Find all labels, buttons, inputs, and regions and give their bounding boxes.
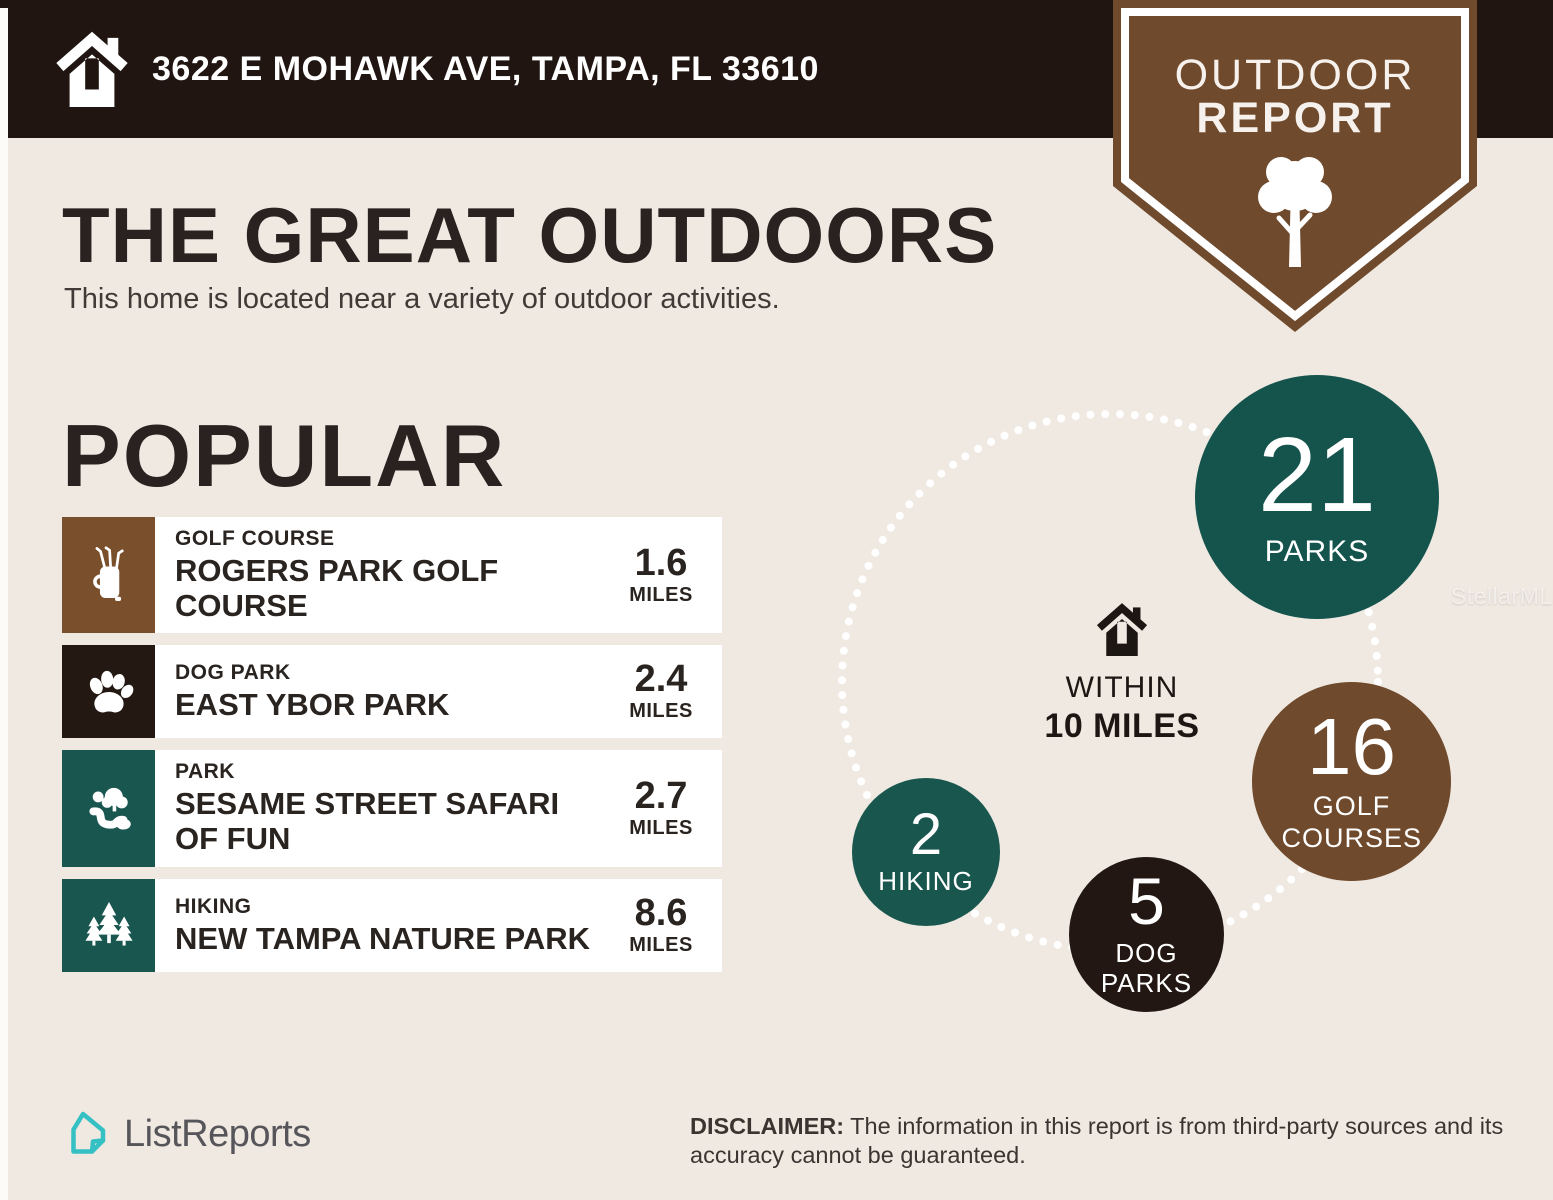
poi-category: DOG PARK [175,661,291,685]
house-pin-icon [71,1111,106,1154]
home-icon [1096,603,1148,656]
disclaimer-text: The information in this report is from t… [690,1113,1504,1168]
distance-unit: MILES [629,583,693,606]
popular-list: GOLF COURSE ROGERS PARK GOLF COURSE 1.6 … [62,517,722,984]
bubble-golf-courses: 16 GOLF COURSES [1252,682,1451,881]
distance-value: 2.7 [634,775,688,818]
bubble-label: GOLF COURSES [1281,790,1423,853]
golf-bag-icon [62,517,155,634]
list-item-park: PARK SESAME STREET SAFARI OF FUN 2.7 MIL… [62,750,722,867]
page-subtitle: This home is located near a variety of o… [64,283,780,315]
poi-distance: 2.4 MILES [610,660,722,723]
bubble-value: 16 [1307,701,1396,791]
outdoor-report-badge: OUTDOOR REPORT [1113,0,1477,332]
list-item-body: PARK SESAME STREET SAFARI OF FUN 2.7 MIL… [155,750,722,867]
poi-category: HIKING [175,894,252,918]
radius-dotted-ring [838,410,1382,954]
property-address: 3622 E MOHAWK AVE, TAMPA, FL 33610 [152,49,819,88]
poi-distance: 1.6 MILES [610,544,722,607]
distance-unit: MILES [629,700,693,723]
poi-distance: 8.6 MILES [610,894,722,957]
poi-name: EAST YBOR PARK [175,687,450,723]
poi-category: GOLF COURSE [175,527,335,550]
list-item-body: GOLF COURSE ROGERS PARK GOLF COURSE 1.6 … [155,517,722,634]
poi-name: SESAME STREET SAFARI OF FUN [175,786,560,857]
listreports-logo: ListReports [62,1110,311,1158]
poi-distance: 2.7 MILES [610,777,722,840]
distance-unit: MILES [629,933,693,956]
badge-inner-border [1121,8,1469,322]
distance-value: 1.6 [634,541,688,584]
tree-icon [1258,157,1332,267]
bubble-value: 2 [909,802,943,868]
bubble-parks: 21 PARKS [1195,375,1439,619]
mls-watermark: StellarMLS [1451,583,1553,609]
distance-value: 2.4 [634,658,688,701]
list-item-body: DOG PARK EAST YBOR PARK 2.4 MILES [155,645,722,739]
badge-title-line1: OUTDOOR [1175,51,1416,99]
radius-center: WITHIN 10 MILES [1020,602,1224,746]
badge-title-line2: REPORT [1196,94,1393,142]
popular-heading: POPULAR [62,406,507,505]
bubble-value: 21 [1258,415,1376,534]
brand-name: ListReports [124,1112,311,1155]
bubble-hiking: 2 HIKING [852,778,1000,926]
distance-unit: MILES [629,817,693,840]
page-title: THE GREAT OUTDOORS [62,191,998,279]
list-item-dog-park: DOG PARK EAST YBOR PARK 2.4 MILES [62,645,722,739]
pine-trees-icon [62,878,155,972]
park-path-icon [62,750,155,867]
bubble-dog-parks: 5 DOG PARKS [1069,857,1224,1012]
poi-name: ROGERS PARK GOLF COURSE [175,553,499,623]
radius-label: 10 MILES [1044,707,1200,745]
within-label: WITHIN [1065,671,1179,704]
disclaimer-label: DISCLAIMER: [690,1113,845,1139]
paw-icon [62,645,155,739]
list-item-body: HIKING NEW TAMPA NATURE PARK 8.6 MILES [155,878,722,972]
photo-edge-strip [0,8,8,1200]
distance-value: 8.6 [634,891,688,934]
bubble-label: HIKING [878,866,974,897]
bubble-label: PARKS [1264,534,1370,568]
list-item-hiking: HIKING NEW TAMPA NATURE PARK 8.6 MILES [62,878,722,972]
poi-category: PARK [175,760,235,784]
home-icon [56,31,128,107]
bubble-label: DOG PARKS [1100,937,1193,999]
disclaimer: DISCLAIMER: The information in this repo… [690,1112,1505,1169]
list-item-golf-course: GOLF COURSE ROGERS PARK GOLF COURSE 1.6 … [62,517,722,634]
poi-name: NEW TAMPA NATURE PARK [175,920,591,956]
bubble-value: 5 [1128,863,1165,938]
